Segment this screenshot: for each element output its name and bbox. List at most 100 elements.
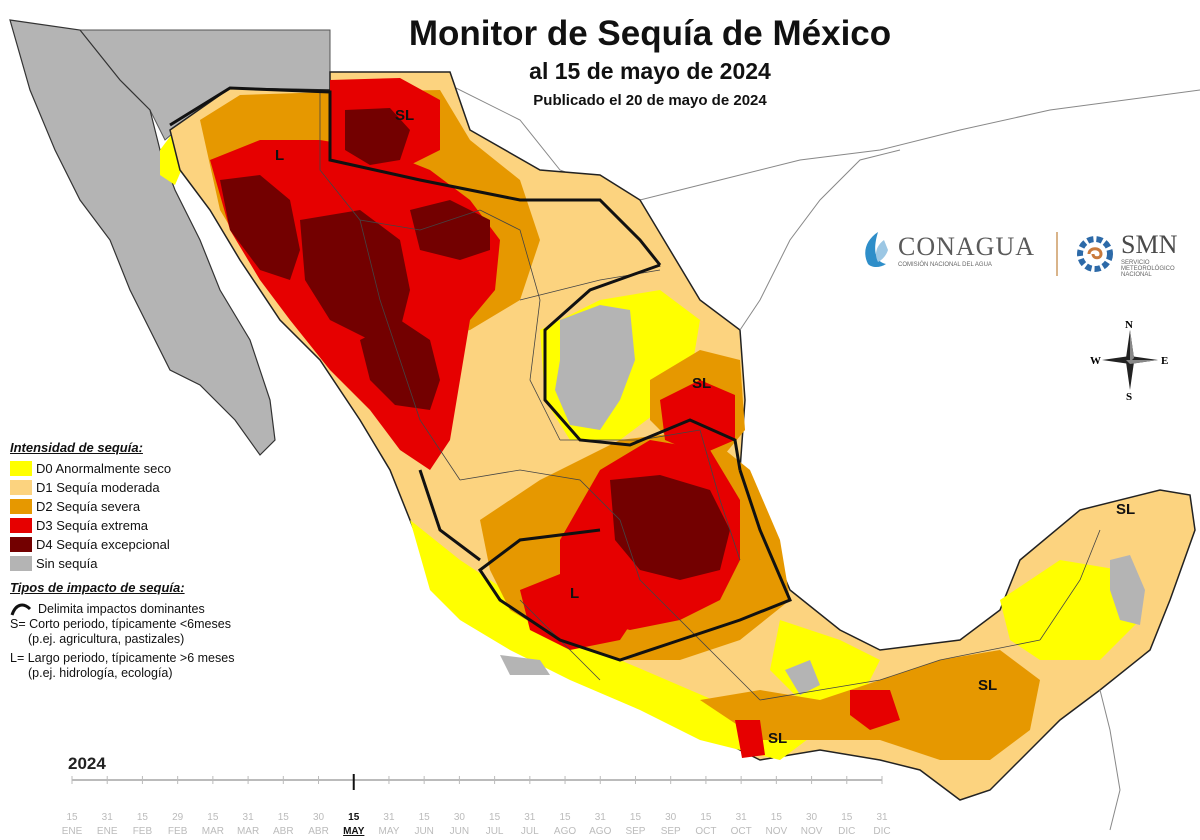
timeline-month-label: ABR — [308, 826, 329, 837]
legend-item-label: D1 Sequía moderada — [36, 480, 160, 495]
timeline-month-label: JUN — [450, 826, 469, 837]
legend-item-label: Sin sequía — [36, 556, 98, 571]
legend-item-label: D0 Anormalmente seco — [36, 461, 172, 476]
zone-none-coahuila — [555, 305, 635, 430]
timeline-month-label: ENE — [97, 826, 118, 837]
timeline-day-label: 31 — [383, 812, 395, 823]
timeline-month-label: JUL — [521, 826, 539, 837]
timeline-day-label: 31 — [876, 812, 888, 823]
legend-item: D1 Sequía moderada — [10, 478, 310, 497]
timeline-month-label: ENE — [62, 826, 83, 837]
conagua-name: CONAGUA — [898, 232, 1035, 261]
legend-item: D3 Sequía extrema — [10, 516, 310, 535]
timeline-month-label: SEP — [661, 826, 681, 837]
timeline-day-label: 31 — [595, 812, 607, 823]
zone-none-yucatan — [1110, 555, 1145, 625]
legend-short-term: S= Corto periodo, típicamente <6meses — [10, 617, 231, 631]
legend-item-label: D3 Sequía extrema — [36, 518, 149, 533]
timeline-month-label: JUN — [414, 826, 433, 837]
impact-line-icon — [10, 603, 32, 616]
timeline-day-label: 31 — [524, 812, 536, 823]
legend-swatch — [10, 537, 32, 552]
timeline-day-label: 29 — [172, 812, 184, 823]
map-subtitle: al 15 de mayo de 2024 — [529, 58, 771, 84]
timeline: 15 ENE 31 ENE 15 FEB 29 FEB 15 MAR 31 MAR 15 ABR 30 ABR… — [62, 774, 891, 837]
timeline-month-label: ABR — [273, 826, 294, 837]
compass-w: W — [1090, 355, 1101, 367]
legend-swatch — [10, 499, 32, 514]
timeline-month-label: NOV — [801, 826, 823, 837]
smn-gear-icon — [1077, 236, 1113, 272]
legend-impact-line: Delimita impactos dominantes — [38, 601, 205, 616]
timeline-month-label: NOV — [766, 826, 788, 837]
zone-d0-yucatan — [1000, 560, 1140, 660]
smn-subtitle: SERVICIO METEOROLÓGICO NACIONAL — [1121, 260, 1175, 278]
zone-d4-ne — [410, 200, 490, 260]
zone-d4-sonora — [220, 175, 300, 280]
timeline-day-label: 31 — [102, 812, 114, 823]
timeline-day-label: 15 — [207, 812, 219, 823]
timeline-month-label: AGO — [589, 826, 611, 837]
published-date: Publicado el 20 de mayo de 2024 — [533, 92, 767, 109]
legend-item-label: D2 Sequía severa — [36, 499, 141, 514]
label-sl-chiapas: SL — [978, 677, 997, 694]
timeline-month-label: DIC — [838, 826, 855, 837]
label-l-center: L — [570, 585, 579, 602]
timeline-day-label: 30 — [313, 812, 325, 823]
timeline-month-label: JUL — [486, 826, 504, 837]
coastline-cuba — [1099, 689, 1121, 831]
baja-california — [9, 19, 276, 456]
zone-d4-central — [610, 475, 730, 580]
legend-impact-title: Tipos de impacto de sequía: — [10, 580, 185, 595]
timeline-day-label: 15 — [66, 812, 78, 823]
timeline-day-label: 15 — [278, 812, 290, 823]
coastline-north — [329, 84, 1200, 201]
legend-item: D4 Sequía excepcional — [10, 535, 310, 554]
legend-swatch — [10, 480, 32, 495]
zone-none-michoacan — [500, 655, 550, 675]
legend-swatch — [10, 556, 32, 571]
legend-swatch — [10, 461, 32, 476]
legend-intensity-list: D0 Anormalmente seco D1 Sequía moderada D2… — [10, 459, 310, 573]
conagua-wave-icon — [865, 232, 888, 267]
timeline-day-label: 30 — [454, 812, 466, 823]
timeline-month-label: MAY — [343, 826, 365, 837]
timeline-month-label: OCT — [731, 826, 752, 837]
timeline-day-label: 15 — [841, 812, 853, 823]
legend-short-term-eg: (p.ej. agricultura, pastizales) — [28, 632, 185, 646]
timeline-day-label: 15 — [559, 812, 571, 823]
timeline-day-label: 31 — [736, 812, 748, 823]
timeline-day-label: 15 — [419, 812, 431, 823]
label-sl-north: SL — [395, 107, 414, 124]
label-sl-south: SL — [768, 730, 787, 747]
timeline-month-label: MAY — [378, 826, 399, 837]
timeline-month-label: SEP — [625, 826, 645, 837]
legend-item: D0 Anormalmente seco — [10, 459, 310, 478]
smn-name: SMN — [1121, 230, 1178, 259]
zone-d3-oaxaca — [850, 690, 900, 730]
zone-d4-sonora-top — [345, 108, 410, 165]
legend-long-term: L= Largo periodo, típicamente >6 meses — [10, 651, 235, 665]
map-title: Monitor de Sequía de México — [408, 14, 892, 53]
timeline-day-label: 15 — [137, 812, 149, 823]
zone-none-oaxaca — [785, 660, 820, 695]
conagua-logo: CONAGUA COMISIÓN NACIONAL DEL AGUA — [858, 230, 1035, 270]
timeline-day-label: 15 — [489, 812, 501, 823]
legend-item: D2 Sequía severa — [10, 497, 310, 516]
timeline-month-label: MAR — [237, 826, 259, 837]
conagua-subtitle: COMISIÓN NACIONAL DEL AGUA — [898, 262, 992, 268]
label-sl-northeast: SL — [692, 375, 711, 392]
timeline-month-label: FEB — [133, 826, 153, 837]
legend-item: Sin sequía — [10, 554, 310, 573]
compass-e: E — [1161, 355, 1168, 367]
timeline-day-label: 30 — [665, 812, 677, 823]
timeline-month-label: FEB — [168, 826, 188, 837]
logo-divider — [1056, 232, 1058, 276]
label-sl-yucatan: SL — [1116, 501, 1135, 518]
timeline-day-label: 15 — [700, 812, 712, 823]
compass-rose-icon: N S W E — [1090, 319, 1168, 402]
legend: Intensidad de sequía: D0 Anormalmente se… — [10, 440, 310, 681]
legend-long-term-eg: (p.ej. hidrología, ecología) — [28, 666, 173, 680]
impact-boundaries — [169, 86, 792, 662]
